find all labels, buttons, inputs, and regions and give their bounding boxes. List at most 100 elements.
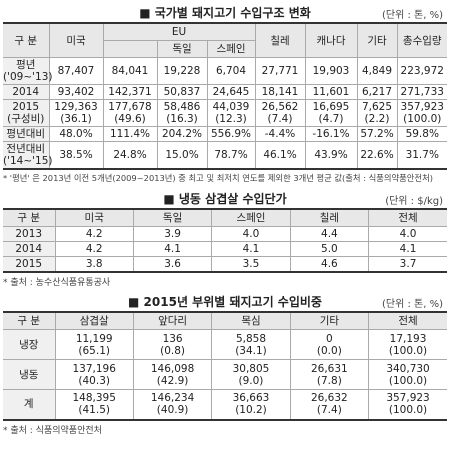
- table-title: ■ 냉동 삼겹살 수입단가: [163, 192, 287, 206]
- cell-line: 2015: [12, 101, 40, 113]
- cell-line: 17,193: [389, 332, 427, 345]
- row-label: 평년대비: [3, 126, 50, 142]
- cell-line: 24,645: [212, 86, 250, 98]
- header-cell: 삼겹살: [54, 311, 134, 330]
- cell-line: 58,486: [163, 101, 201, 113]
- cell-line: 93,402: [57, 86, 95, 98]
- table-cell: 31.7%: [396, 141, 447, 170]
- cell-line: 4.1: [164, 243, 181, 255]
- note: * 출처 : 농수산식품유통공사: [3, 278, 111, 288]
- table-cell: 3.9: [132, 226, 213, 242]
- table-cell: 17,193 (100.0): [368, 329, 447, 360]
- cell-line: 177,678: [108, 101, 152, 113]
- cell-line: 137,196: [72, 362, 116, 375]
- unit-label: (단위 : $/kg): [385, 196, 443, 207]
- cell-line: -16.1%: [312, 128, 350, 140]
- cell-line: 204.2%: [161, 128, 203, 140]
- row-label: 냉동: [3, 359, 56, 390]
- cell-line: 57.2%: [360, 128, 394, 140]
- table-cell: 3.6: [132, 256, 213, 273]
- table-row: 전년대비 ('14~'15) 38.5% 24.8% 15.0% 78.7% 46.1% 43…: [3, 141, 447, 170]
- cell-line: 44,039: [212, 101, 250, 113]
- header-cell: 기타: [356, 22, 398, 58]
- cell-line: 19,228: [163, 65, 201, 77]
- cell-line: 4.1: [399, 243, 417, 255]
- table-cell: 78.7%: [206, 141, 256, 170]
- cell-line: 냉동: [19, 368, 39, 381]
- cell-line: 142,371: [108, 86, 152, 98]
- header-cell: 총수입량: [396, 22, 447, 58]
- cell-line: 19,903: [312, 65, 350, 77]
- header-cell: 기타: [289, 311, 370, 330]
- cell-line: (34.1): [235, 344, 267, 357]
- header-cell: 전체: [368, 208, 447, 227]
- cell-line: (65.1): [78, 344, 110, 357]
- row-label: 2014: [3, 84, 50, 100]
- cell-line: 136: [162, 332, 183, 345]
- header-cell: 미국: [54, 208, 134, 227]
- unit-label: (단위 : 톤, %): [382, 299, 443, 310]
- table-cell: 19,903: [304, 57, 358, 85]
- table-cell: 3.8: [54, 256, 134, 273]
- cell-line: ('09~'13): [3, 71, 53, 83]
- table-cell: 11,601: [304, 84, 358, 100]
- table-cell: 5,858 (34.1): [211, 329, 291, 360]
- cell-line: 4.2: [85, 243, 103, 255]
- cell-line: 46.1%: [263, 149, 297, 161]
- cell-line: 4.0: [399, 228, 417, 240]
- table-cell: 357,923 (100.0): [368, 389, 447, 420]
- table-cell: 36,663 (10.2): [211, 389, 291, 420]
- cell-line: 3.8: [85, 258, 103, 270]
- row-label: 냉장: [3, 329, 56, 360]
- cell-line: (7.8): [316, 374, 342, 387]
- cell-line: 22.6%: [360, 149, 394, 161]
- cell-line: 계: [23, 398, 34, 411]
- header-cell: 구 분: [3, 311, 56, 330]
- table-row: 2014 4.2 4.1 4.1 5.0 4.1: [3, 241, 447, 257]
- cell-line: 48.0%: [59, 128, 93, 140]
- header-cell: 캐나다: [304, 22, 358, 58]
- header-cell: 구 분: [3, 22, 50, 58]
- cell-line: (100.0): [388, 374, 428, 387]
- header-cell: 칠레: [254, 22, 306, 58]
- table-cell: 223,972: [396, 57, 447, 85]
- cell-line: 30,805: [232, 362, 270, 375]
- table-cell: 4.1: [368, 241, 447, 257]
- table-cell: 24,645: [206, 84, 256, 100]
- row-label: 계: [3, 389, 56, 420]
- cell-line: 146,098: [150, 362, 195, 375]
- table-cell: 4.4: [289, 226, 370, 242]
- header-cell: EU: [102, 22, 256, 41]
- table-cell: 136 (0.8): [132, 329, 213, 360]
- cell-line: 3.9: [164, 228, 181, 240]
- header-cell: 스페인: [211, 208, 291, 227]
- table-cell: 4.2: [54, 241, 134, 257]
- cell-line: 11,601: [312, 86, 350, 98]
- table-cell: 142,371: [102, 84, 158, 100]
- table-cell: 59.8%: [396, 126, 447, 142]
- table-row: 냉동 137,196 (40.3) 146,098 (42.9) 30,805 (9.0) 2…: [3, 359, 447, 390]
- header-cell: 미국: [48, 22, 104, 58]
- cell-line: 평년: [16, 59, 36, 71]
- cell-line: 27,771: [261, 65, 299, 77]
- section: ■ 국가별 돼지고기 수입구조 변화 (단위 : 톤, %) 구 분 미국 EU…: [3, 0, 447, 186]
- cell-line: 26,631: [310, 362, 348, 375]
- cell-line: 2014: [12, 86, 40, 98]
- cell-line: (0.0): [316, 344, 342, 357]
- note: * 출처 : 식품의약품안전처: [3, 425, 102, 436]
- cell-line: (7.4): [267, 113, 293, 125]
- cell-line: 84,041: [111, 65, 149, 77]
- table-cell: 27,771: [254, 57, 306, 85]
- table-cell: 129,363 (36.1): [48, 99, 104, 127]
- table-cell: 46.1%: [254, 141, 306, 170]
- cell-line: 4.0: [242, 228, 260, 240]
- cell-line: 3.7: [399, 258, 417, 270]
- table-row: 2015 (구성비) 129,363 (36.1) 177,678 (49.6) 58,48…: [3, 99, 447, 127]
- table-cell: 26,562 (7.4): [254, 99, 306, 127]
- table-cell: 146,234 (40.9): [132, 389, 213, 420]
- cell-line: 357,923: [386, 392, 430, 405]
- table: 구 분 미국 독일 스페인 칠레 전체 2013 4.2 3.9 4.0 4.4 4.0 2014 4.2…: [3, 208, 447, 273]
- table-cell: 4.0: [211, 226, 291, 242]
- table-title: ■ 국가별 돼지고기 수입구조 변화: [139, 6, 311, 20]
- row-label: 평년 ('09~'13): [3, 57, 53, 85]
